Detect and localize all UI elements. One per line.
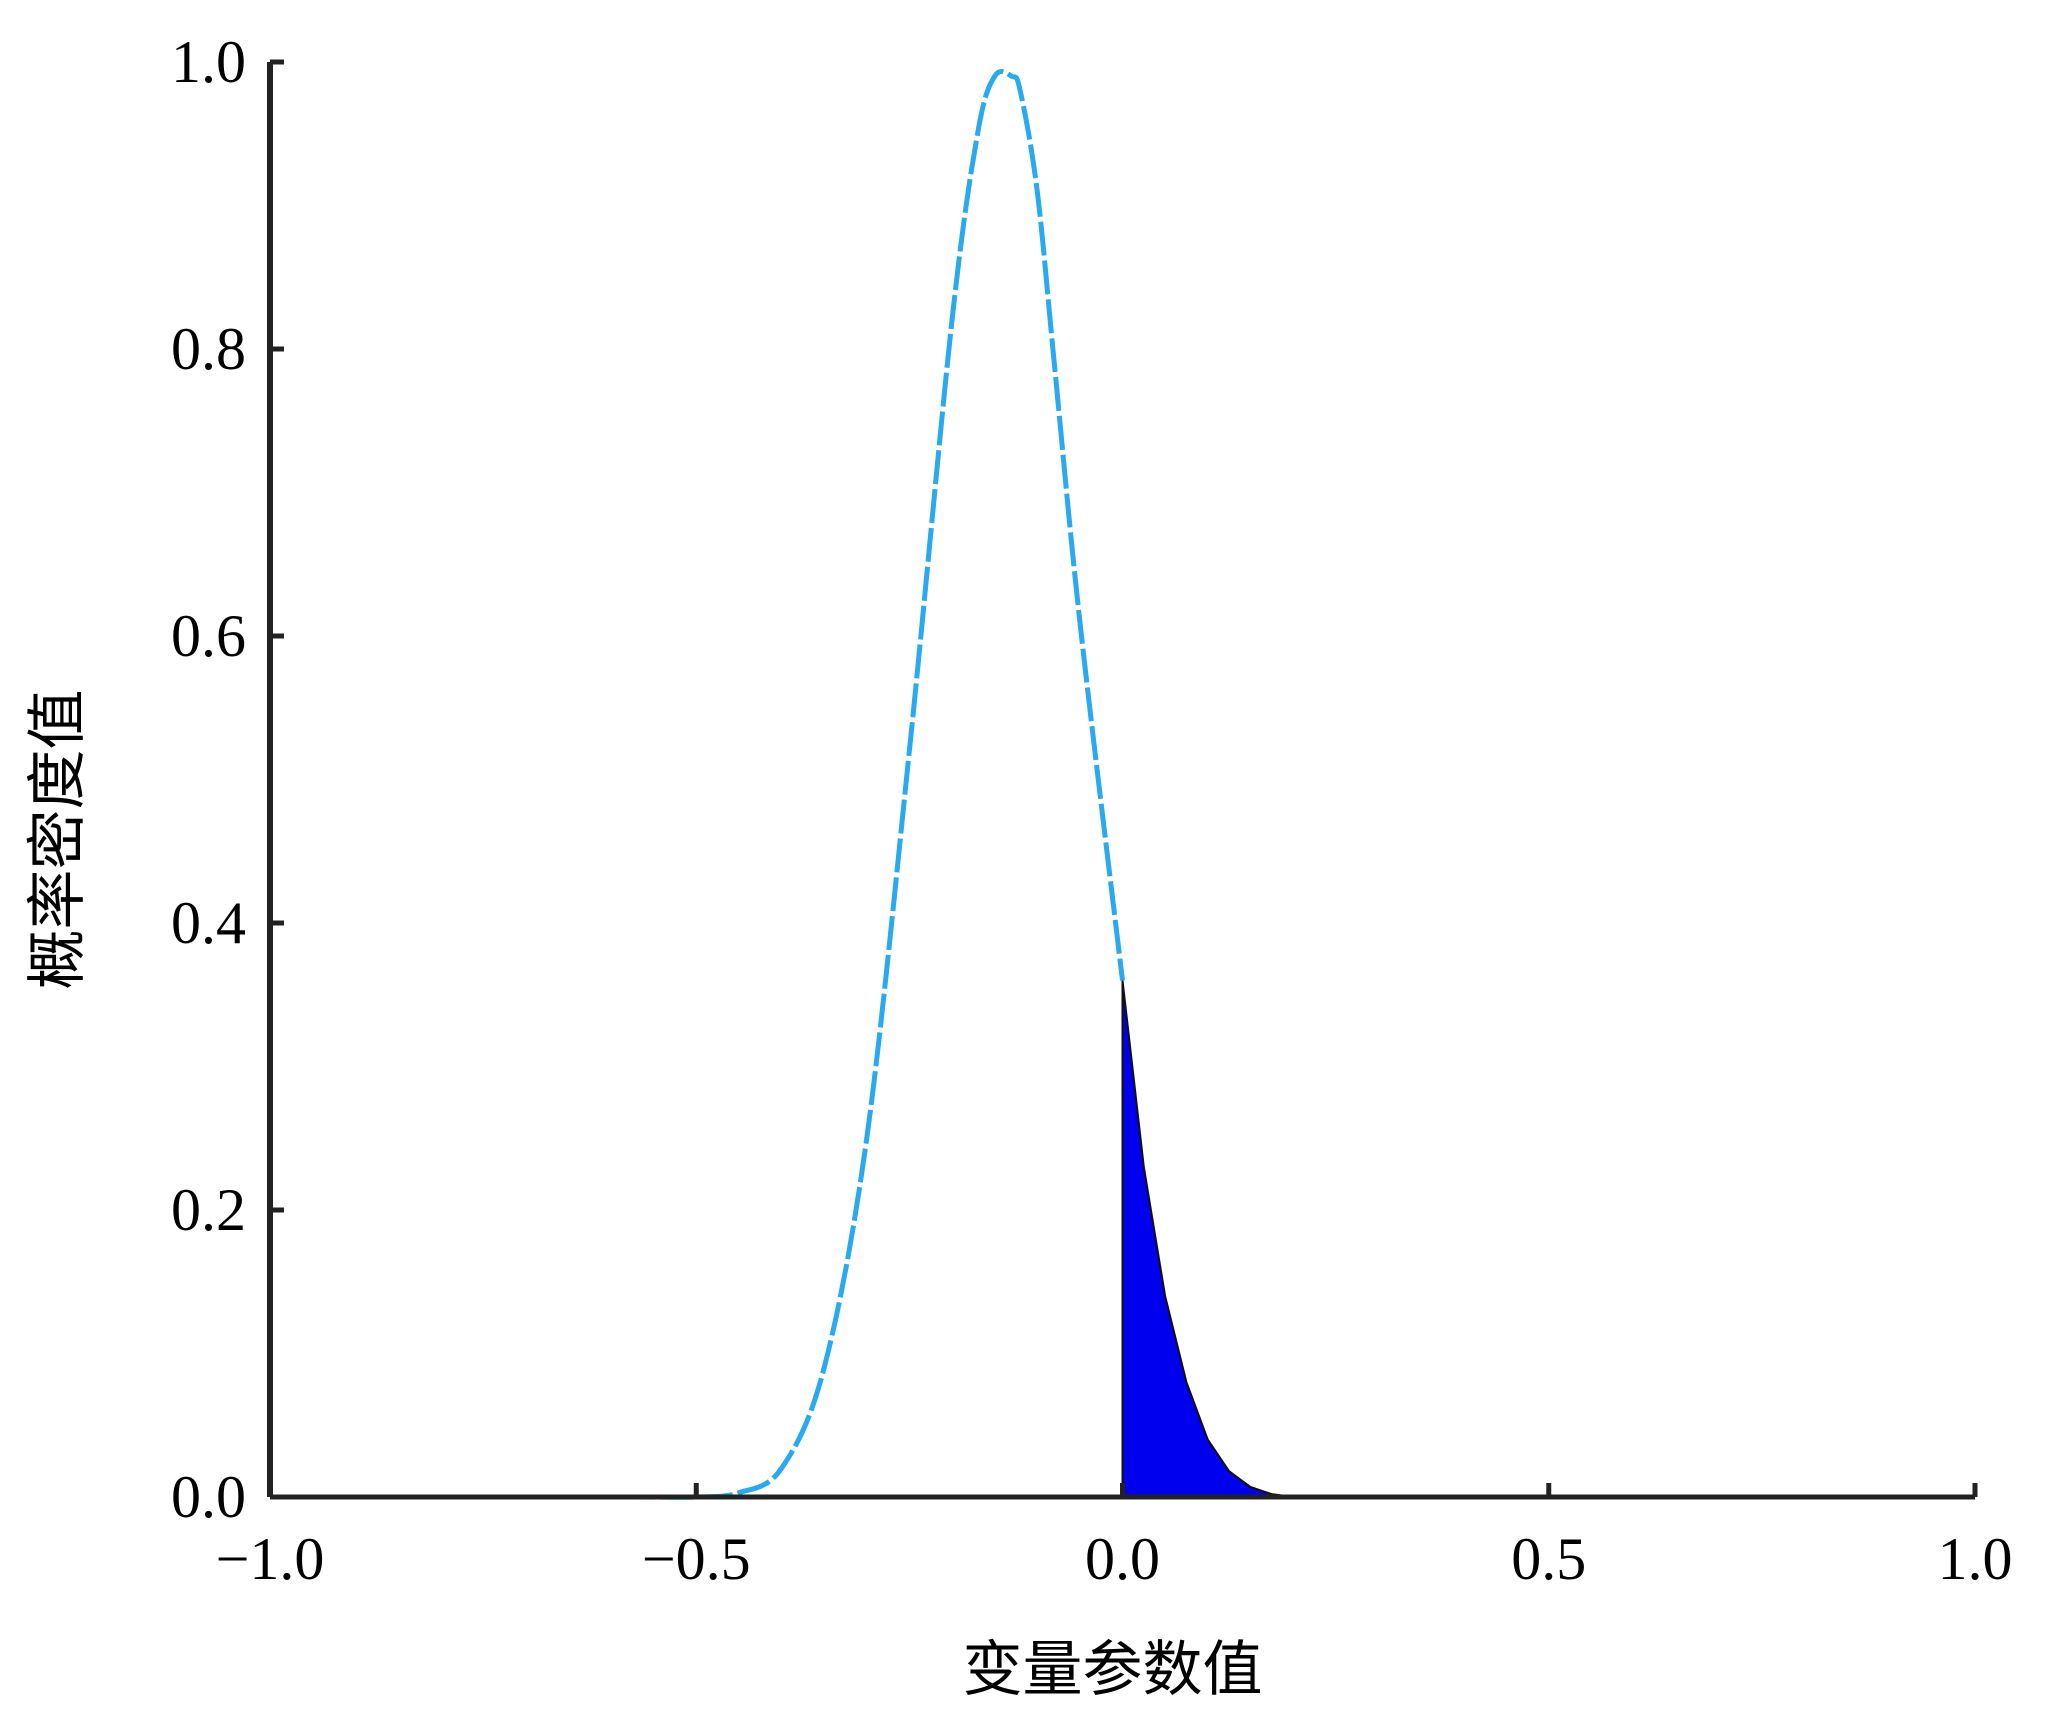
x-tick-label: −1.0 xyxy=(216,1526,325,1592)
series-line-0 xyxy=(270,69,1125,1500)
x-ticks: −1.0 −0.5 0.0 0.5 1.0 xyxy=(216,1483,2013,1592)
x-axis-title: 变量参数值 xyxy=(963,1635,1263,1705)
x-tick-label: 0.0 xyxy=(1085,1526,1160,1592)
x-tick-label: 1.0 xyxy=(1938,1526,2013,1592)
y-tick-label: 0.8 xyxy=(171,316,246,382)
shaded-area xyxy=(1121,980,1294,1498)
y-ticks: 0.0 0.2 0.4 0.6 0.8 1.0 xyxy=(171,29,284,1530)
y-tick-label: 0.2 xyxy=(171,1177,246,1243)
x-tick-label: −0.5 xyxy=(642,1526,751,1592)
plot-area xyxy=(270,69,1975,1500)
y-tick-label: 1.0 xyxy=(171,29,246,95)
y-axis-title: 概率密度值 xyxy=(23,690,93,990)
y-tick-label: 0.0 xyxy=(171,1464,246,1530)
y-tick-label: 0.4 xyxy=(171,890,246,956)
y-tick-label: 0.6 xyxy=(171,603,246,669)
x-tick-label: 0.5 xyxy=(1511,1526,1586,1592)
